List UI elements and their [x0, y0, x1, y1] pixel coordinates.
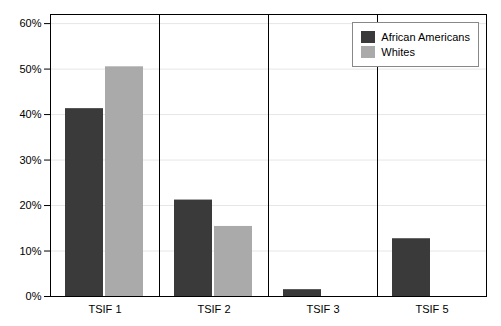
svg-text:60%: 60%: [19, 17, 41, 29]
svg-text:TSIF 5: TSIF 5: [415, 303, 448, 315]
svg-text:30%: 30%: [19, 154, 41, 166]
svg-text:0%: 0%: [26, 290, 42, 302]
html-text:African Americans: African Americans: [381, 31, 470, 43]
svg-text:50%: 50%: [19, 63, 41, 75]
svg-text:TSIF 2: TSIF 2: [197, 303, 230, 315]
svg-text:TSIF 3: TSIF 3: [306, 303, 339, 315]
svg-text:20%: 20%: [19, 199, 41, 211]
svg-text:10%: 10%: [19, 245, 41, 257]
svg-text:40%: 40%: [19, 108, 41, 120]
svg-text:TSIF 1: TSIF 1: [88, 303, 121, 315]
html-text:Whites: Whites: [381, 46, 415, 58]
